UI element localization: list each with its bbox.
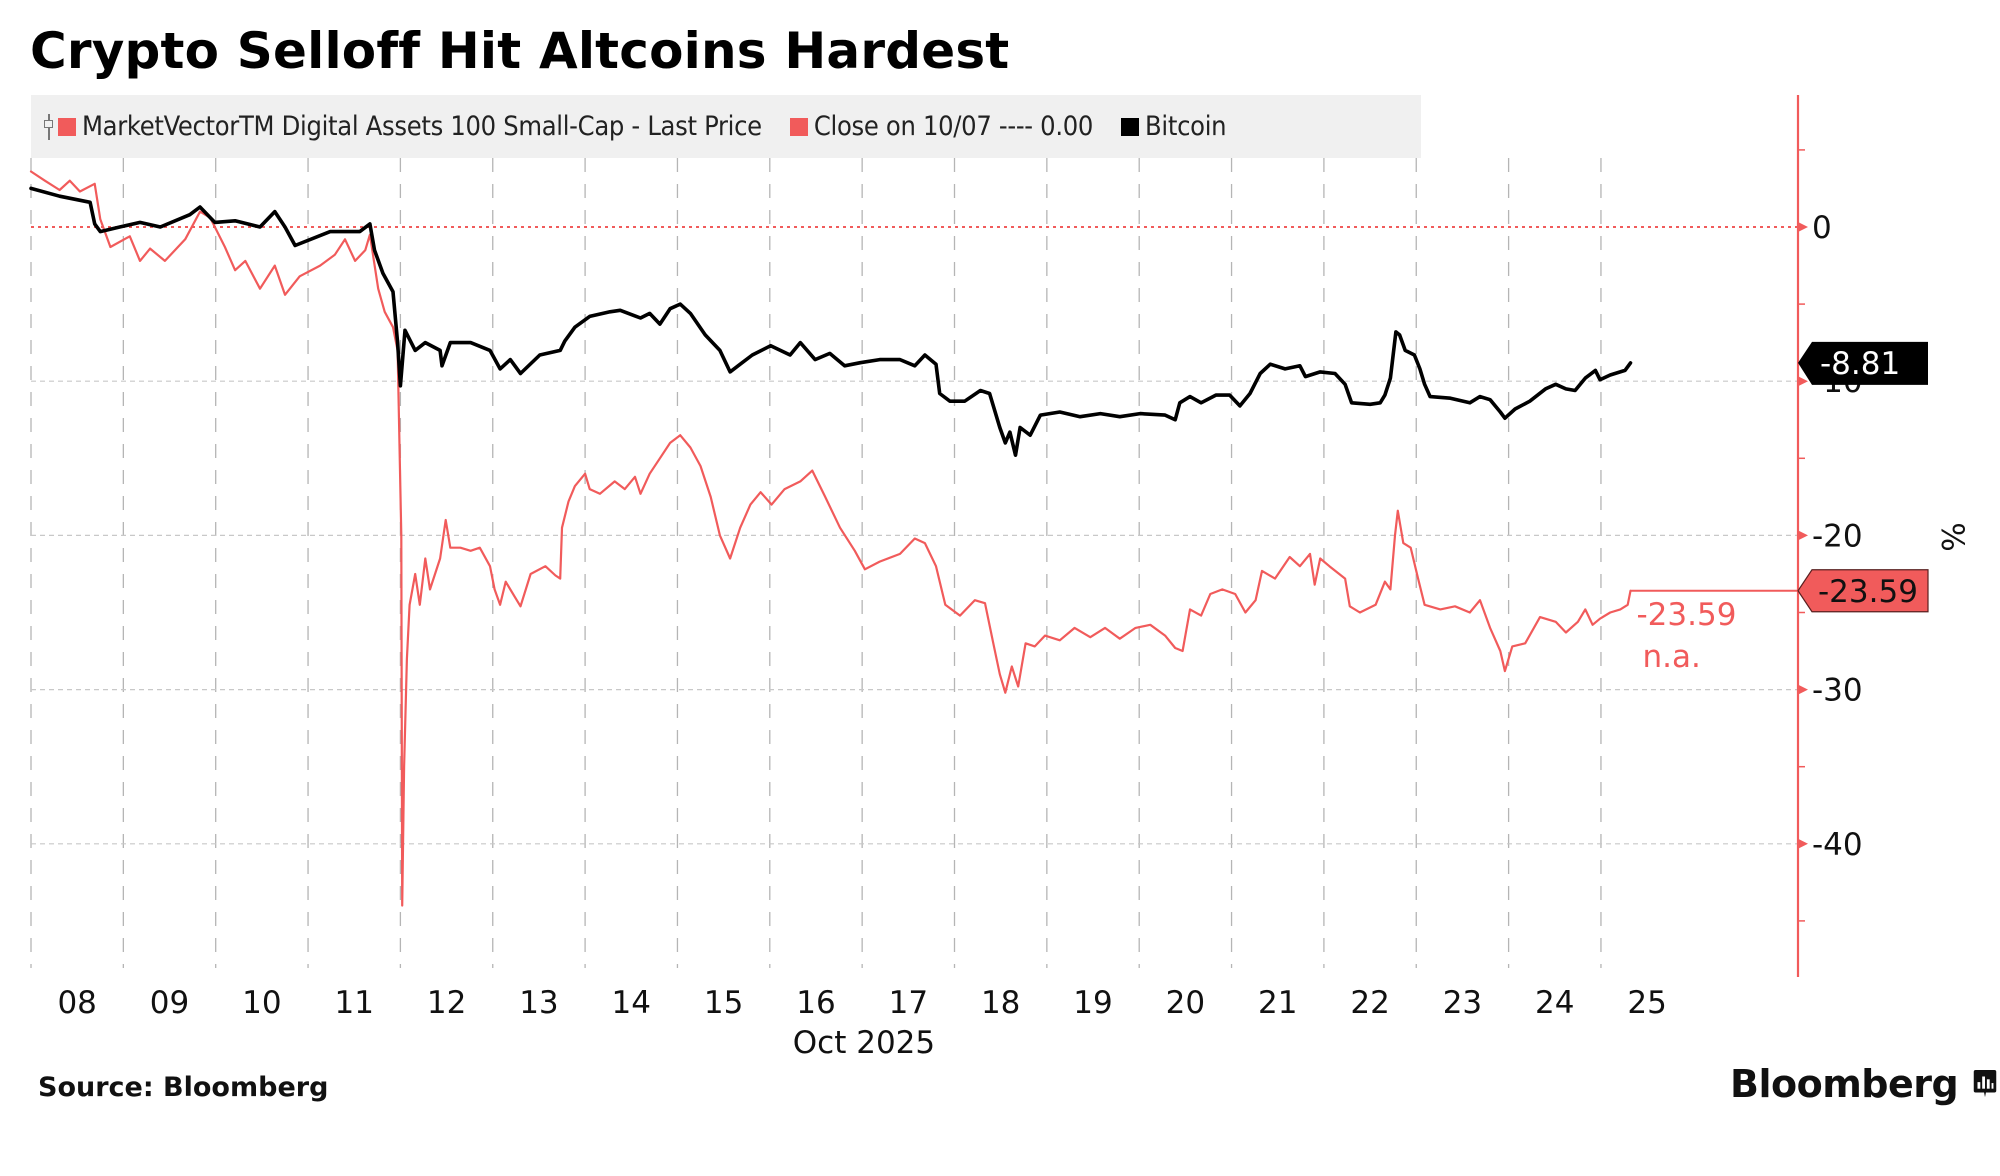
x-tick-label: 08 [57, 985, 96, 1021]
bitcoin-last-value-tag [1798, 341, 1928, 385]
x-tick-label: 18 [981, 985, 1020, 1021]
x-tick-label: 17 [889, 985, 928, 1021]
x-tick-label: 09 [150, 985, 189, 1021]
x-tick-label: 20 [1166, 985, 1205, 1021]
legend-swatch-close-reference [789, 117, 808, 136]
bloomberg-logo: Bloomberg [1730, 1062, 1998, 1106]
legend: MarketVectorTM Digital Assets 100 Small-… [31, 95, 1421, 158]
legend-swatch-small-cap [58, 117, 76, 136]
legend-item-close-reference[interactable]: Close on 10/07 ---- 0.00 [789, 111, 1094, 142]
x-tick-label: 21 [1258, 985, 1297, 1021]
x-axis-labels: 08 09 10 11 12 13 14 15 16 17 18 19 20 21 22 23 24 25 [57, 985, 1666, 1021]
x-tick-label: 24 [1535, 985, 1574, 1021]
y-axis: 0-10-20-30-40 [1796, 95, 1863, 977]
x-tick-label: 19 [1073, 985, 1112, 1021]
x-tick-label: 22 [1350, 985, 1389, 1021]
bitcoin-last-value-text: -8.81 [1820, 346, 1900, 382]
y-axis-tick [1798, 838, 1808, 849]
series-line-bitcoin [29, 186, 1633, 457]
x-tick-label: 15 [704, 985, 743, 1021]
small-cap-last-value-tag [1797, 569, 1929, 613]
x-tick-label: 13 [519, 985, 558, 1021]
legend-item-small-cap[interactable]: MarketVectorTM Digital Assets 100 Small-… [58, 111, 762, 142]
y-axis-tick [1798, 684, 1808, 695]
series-layer [29, 170, 1633, 907]
x-tick-label: 10 [242, 985, 281, 1021]
y-axis-tick [1798, 222, 1808, 232]
last-value-labels: -8.81 -23.59 -23.59 n.a. [1630, 341, 1929, 675]
legend-item-bitcoin[interactable]: Bitcoin [1121, 111, 1227, 142]
y-tick-label: -20 [1812, 518, 1863, 554]
bloomberg-chart-icon [1973, 1069, 1997, 1098]
x-tick-label: 14 [612, 985, 651, 1021]
horizontal-gridlines [31, 226, 1798, 845]
y-tick-label: 0 [1812, 210, 1832, 246]
brand-wordmark: Bloomberg [1730, 1062, 1959, 1106]
legend-label-small-cap: MarketVectorTM Digital Assets 100 Small-… [82, 111, 762, 142]
legend-swatch-bitcoin [1121, 117, 1140, 136]
series-line-small-cap [29, 170, 1632, 907]
y-tick-label: -30 [1812, 673, 1863, 709]
x-tick-label: 16 [796, 985, 835, 1021]
y-axis-tick [1798, 530, 1808, 541]
legend-label-close-reference: Close on 10/07 ---- 0.00 [813, 111, 1094, 142]
source-note: Source: Bloomberg [38, 1072, 329, 1103]
x-tick-label: 23 [1443, 985, 1482, 1021]
vertical-gridlines [30, 158, 1602, 968]
ohlc-bar-icon[interactable] [43, 113, 55, 140]
y-tick-label: -40 [1812, 827, 1863, 863]
y-axis-unit-label: % [1934, 522, 1970, 551]
legend-label-bitcoin: Bitcoin [1145, 111, 1227, 142]
small-cap-change-na: n.a. [1643, 639, 1701, 675]
x-tick-label: 12 [427, 985, 466, 1021]
small-cap-inline-value: -23.59 [1637, 597, 1737, 633]
chart-title: Crypto Selloff Hit Altcoins Hardest [30, 22, 1010, 80]
y-axis-tick [1798, 376, 1808, 387]
x-tick-label: 25 [1627, 985, 1666, 1021]
small-cap-last-value-text: -23.59 [1818, 574, 1918, 610]
x-tick-label: 11 [334, 985, 373, 1021]
x-axis-title: Oct 2025 [793, 1025, 935, 1061]
